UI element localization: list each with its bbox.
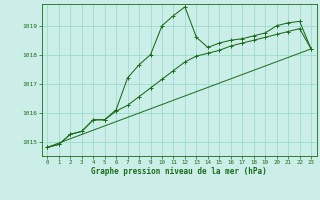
X-axis label: Graphe pression niveau de la mer (hPa): Graphe pression niveau de la mer (hPa) xyxy=(91,167,267,176)
